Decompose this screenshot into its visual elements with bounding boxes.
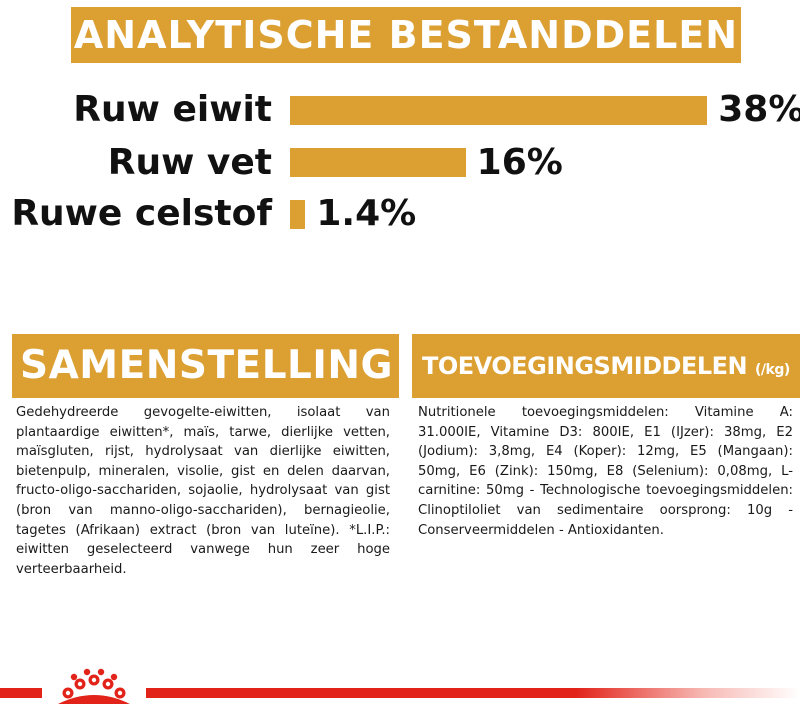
- additives-text: Nutritionele toevoegingsmiddelen: Vitami…: [418, 405, 793, 538]
- nutrient-value-protein: 38%: [718, 89, 800, 130]
- nutrient-bar-fat: [290, 148, 466, 177]
- nutrient-bar-fibre: [290, 200, 306, 229]
- nutrient-bar-protein: [290, 96, 708, 125]
- nutrient-value-fibre: 1.4%: [316, 193, 417, 234]
- nutrient-label-protein: Ruw eiwit: [73, 89, 272, 130]
- footer-brand-line: [0, 688, 800, 698]
- section-title-analytical: ANALYTISCHE BESTANDDELEN: [71, 7, 741, 63]
- section-title-additives: TOEVOEGINGSMIDDELEN (/kg): [412, 334, 800, 398]
- nutrient-label-fibre: Ruwe celstof: [11, 193, 272, 234]
- nutrient-value-fat: 16%: [476, 142, 563, 183]
- nutrient-label-fat: Ruw vet: [107, 142, 272, 183]
- additives-title: TOEVOEGINGSMIDDELEN: [422, 352, 748, 380]
- composition-text: Gedehydreerde gevogelte-eiwitten, isolaa…: [16, 405, 390, 577]
- royal-canin-crown-icon: [42, 660, 146, 706]
- section-title-composition: SAMENSTELLING: [12, 334, 399, 398]
- additives-title-unit: (/kg): [755, 362, 790, 378]
